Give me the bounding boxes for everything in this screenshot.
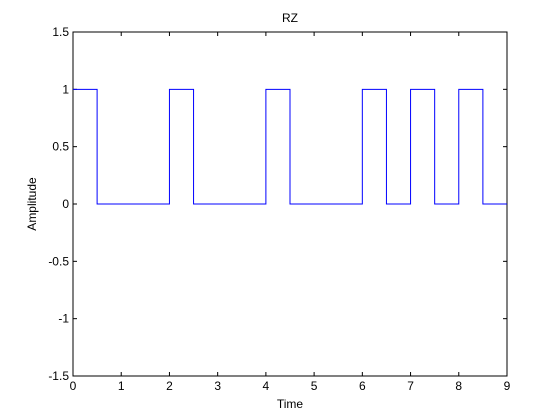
x-tick-label: 8 xyxy=(455,379,462,393)
x-tick-label: 9 xyxy=(504,379,511,393)
x-tick-label: 2 xyxy=(166,379,173,393)
x-tick-label: 6 xyxy=(359,379,366,393)
y-tick-label: 1 xyxy=(62,82,69,96)
y-tick-label: -0.5 xyxy=(48,254,69,268)
y-axis-title: Amplitude xyxy=(25,177,39,231)
x-tick-label: 3 xyxy=(214,379,221,393)
chart-title: RZ xyxy=(282,11,298,25)
y-tick-label: 0 xyxy=(62,197,69,211)
series-layer xyxy=(73,88,507,205)
x-tick-label: 1 xyxy=(118,379,125,393)
y-tick-label: -1 xyxy=(58,312,69,326)
series-line-1 xyxy=(73,88,507,205)
x-tick-label: 4 xyxy=(263,379,270,393)
y-tick-label: 0.5 xyxy=(52,140,69,154)
x-tick-label: 0 xyxy=(70,379,77,393)
y-tick-label: -1.5 xyxy=(48,369,69,383)
y-axis-ticks: 1.5 1 0.5 0 -0.5 -1 -1.5 xyxy=(48,25,507,383)
x-axis-title: Time xyxy=(277,397,304,411)
x-tick-label: 7 xyxy=(407,379,414,393)
y-tick-label: 1.5 xyxy=(52,25,69,39)
x-tick-label: 5 xyxy=(311,379,318,393)
x-axis-ticks: 0 1 2 3 4 5 6 7 8 9 xyxy=(70,32,511,393)
